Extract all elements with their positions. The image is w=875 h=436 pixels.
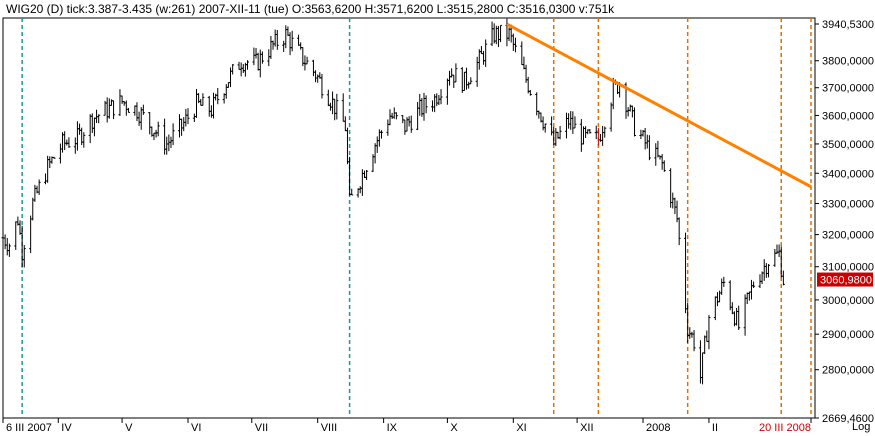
- ohlc-bar: [573, 116, 577, 129]
- y-tick-label: 2800,0000: [822, 365, 874, 377]
- ohlc-bar: [216, 88, 220, 105]
- ohlc-bar: [752, 281, 756, 289]
- ohlc-bar: [37, 179, 41, 195]
- ohlc-bar: [246, 60, 250, 70]
- y-axis: 3940,5300 3800,0000 3700,0000 3600,0000 3500…: [815, 19, 874, 425]
- ohlc-bar: [499, 24, 503, 43]
- price-bars: [1, 18, 785, 385]
- y-tick-label: 3000,0000: [822, 295, 874, 307]
- ohlc-bar: [260, 51, 264, 64]
- ohlc-bar: [469, 77, 473, 85]
- ohlc-bar: [394, 112, 398, 120]
- last-price-label: 3060,9800: [820, 275, 872, 287]
- x-tick-label: XII: [580, 422, 593, 434]
- ohlc-bar: [692, 330, 696, 352]
- ohlc-bar: [781, 270, 785, 286]
- ohlc-bar: [67, 137, 71, 148]
- plot-area: [2, 17, 816, 419]
- ohlc-bar: [320, 73, 324, 99]
- ohlc-bar: [737, 305, 741, 330]
- ohlc-bar: [424, 95, 428, 114]
- y-axis-scale-label: Log: [852, 421, 870, 433]
- x-tick-label: 2008: [646, 422, 670, 434]
- x-tick-label: VIII: [321, 422, 338, 434]
- plot-frame: [2, 17, 816, 419]
- ohlc-bar: [513, 37, 517, 53]
- x-tick-label: VII: [255, 422, 268, 434]
- y-tick-label: 3400,0000: [822, 168, 874, 180]
- ohlc-bar: [82, 132, 86, 148]
- y-tick-label: 3700,0000: [822, 83, 874, 95]
- x-tick-label: X: [450, 422, 458, 434]
- y-tick-label: 3200,0000: [822, 230, 874, 242]
- ohlc-bar: [707, 315, 711, 350]
- ohlc-bar: [365, 170, 369, 181]
- y-tick-label: 3500,0000: [822, 139, 874, 151]
- y-tick-label: 3300,0000: [822, 198, 874, 210]
- y-tick-label: 3600,0000: [822, 110, 874, 122]
- ohlc-bar: [677, 217, 681, 246]
- ohlc-bar: [97, 114, 101, 124]
- y-tick-label: 3800,0000: [822, 56, 874, 68]
- ohlc-bar: [647, 135, 651, 161]
- x-tick-label: V: [125, 422, 133, 434]
- last-price-badge: [817, 272, 873, 287]
- ohlc-bar: [454, 63, 458, 83]
- resistance-trendline: [506, 22, 812, 189]
- ohlc-bar: [350, 188, 354, 196]
- chart-header: WIG20 (D) tick:3.387-3.435 (w:261) 2007-…: [6, 2, 615, 16]
- ohlc-bar: [126, 108, 130, 113]
- ohlc-bar: [52, 156, 56, 159]
- ohlc-bar: [335, 93, 339, 120]
- ohlc-bar: [186, 108, 190, 125]
- y-tick-label: 2669,4600: [822, 413, 874, 425]
- ohlc-bar: [201, 93, 205, 106]
- x-tick-label: IV: [61, 422, 72, 434]
- ohlc-bar: [156, 121, 160, 137]
- ohlc-bar: [662, 160, 666, 172]
- ohlc-bar: [766, 264, 770, 278]
- ohlc-bar: [290, 30, 294, 52]
- ohlc-bar: [484, 39, 488, 67]
- ohlc-bar: [22, 245, 26, 268]
- ohlc-bar: [112, 100, 116, 120]
- vertical-date-markers: [21, 18, 812, 418]
- x-axis: 6 III 2007 IV V VI VII VIII IX X XI XII 2008 II 20 I…: [2, 418, 812, 434]
- ohlc-bar: [379, 130, 383, 139]
- ohlc-bar: [305, 56, 309, 65]
- ohlc-bar: [231, 64, 235, 75]
- x-tick-label: VI: [191, 422, 201, 434]
- ohlc-bar: [171, 123, 175, 146]
- ohlc-bar: [528, 89, 532, 96]
- x-tick-label: IX: [387, 422, 398, 434]
- ohlc-bar: [543, 123, 547, 133]
- x-tick-label: II: [712, 422, 718, 434]
- x-tick-label: 6 III 2007: [6, 422, 52, 434]
- ohlc-bar: [275, 29, 279, 50]
- ohlc-bar: [633, 107, 637, 137]
- trendline-layer: [506, 22, 812, 189]
- x-tick-label: XI: [516, 422, 526, 434]
- ohlc-bar: [409, 115, 413, 133]
- ohlc-bar: [588, 128, 592, 134]
- y-tick-label: 2900,0000: [822, 329, 874, 341]
- ohlc-bar: [722, 276, 726, 287]
- ohlc-bar: [558, 126, 562, 140]
- ohlc-bar: [7, 243, 11, 257]
- y-tick-label: 3100,0000: [822, 262, 874, 274]
- y-tick-label: 3940,5300: [822, 19, 874, 31]
- ohlc-bar: [439, 89, 443, 105]
- ohlc-bar: [141, 104, 145, 115]
- x-tick-label: 20 III 2008: [759, 422, 811, 434]
- ohlc-bar: [603, 126, 607, 138]
